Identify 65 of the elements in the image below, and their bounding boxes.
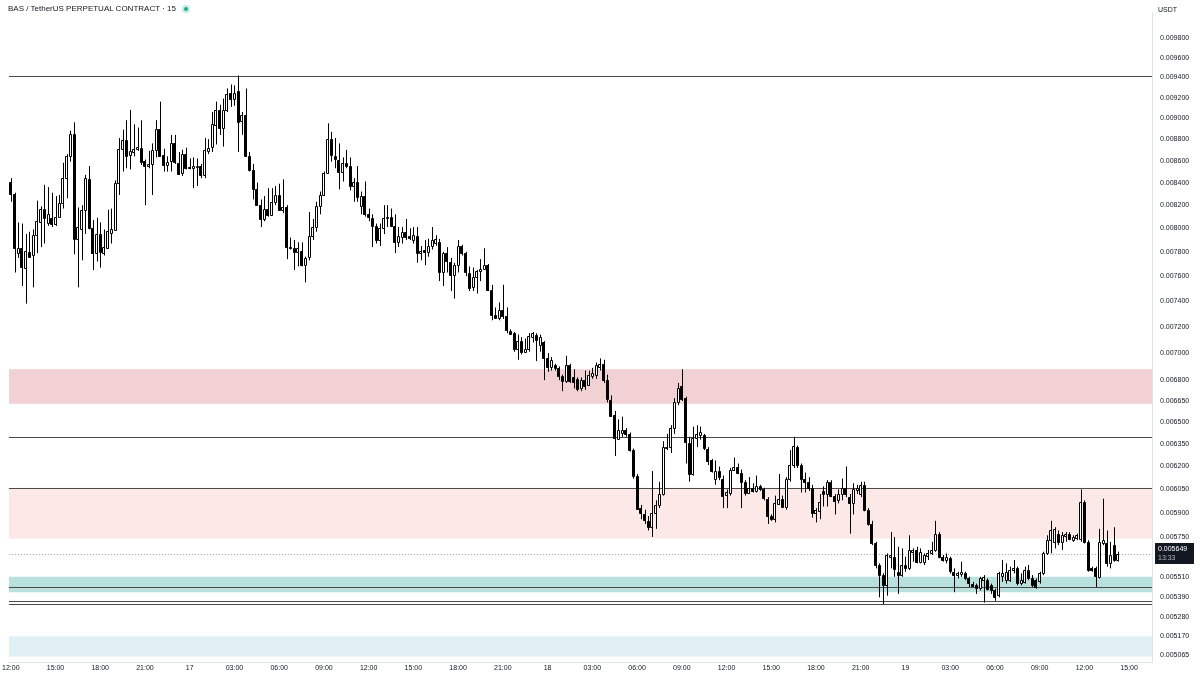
candlestick (263, 195, 266, 222)
candlestick (844, 466, 847, 498)
candlestick (95, 217, 98, 263)
candlestick (438, 238, 441, 282)
candlestick (818, 493, 821, 520)
candlestick (125, 119, 128, 169)
candlestick (431, 226, 434, 251)
candlestick (337, 142, 340, 190)
candlestick (1005, 562, 1008, 585)
candlestick (841, 478, 844, 501)
candlestick (300, 241, 303, 267)
candlestick (237, 75, 240, 153)
candlestick (826, 479, 829, 508)
candlestick (740, 469, 743, 509)
candlestick (170, 134, 173, 173)
candlestick (897, 546, 900, 595)
candlestick (266, 187, 269, 218)
candlestick (129, 109, 132, 170)
candlestick (349, 156, 352, 191)
candlestick (181, 149, 184, 177)
candlestick (308, 211, 311, 261)
candlestick (140, 119, 143, 166)
candlestick (47, 186, 50, 227)
candlestick (43, 184, 46, 245)
candlestick (356, 165, 359, 203)
candlestick (293, 239, 296, 271)
candlestick (296, 241, 299, 267)
candlestick (621, 416, 624, 438)
candlestick (99, 221, 102, 269)
candlestick (334, 137, 337, 169)
candlestick (20, 223, 23, 287)
candlestick (445, 246, 448, 274)
candlestick (270, 187, 273, 216)
candlestick (516, 334, 519, 361)
candlestick (229, 83, 232, 108)
candlestick (397, 226, 400, 248)
candlestick (893, 536, 896, 578)
chart-title: BAS / TetherUS PERPETUAL CONTRACT · 15 (8, 4, 176, 14)
candlestick (54, 195, 57, 227)
candlestick (222, 98, 225, 148)
candlestick (363, 181, 366, 218)
candlestick (196, 157, 199, 187)
candlestick (73, 121, 76, 255)
candlestick (572, 368, 575, 389)
candlestick (472, 267, 475, 292)
candlestick (565, 355, 568, 384)
candlestick (938, 531, 941, 559)
candlestick (568, 363, 571, 384)
candlestick (341, 156, 344, 183)
candlestick (1049, 520, 1052, 554)
candlestick (848, 493, 851, 535)
candlestick (184, 147, 187, 170)
candlestick (404, 218, 407, 241)
candlestick (371, 213, 374, 248)
candlestick (1113, 526, 1116, 563)
candlestick (908, 534, 911, 571)
candlestick (457, 239, 460, 274)
candlestick (997, 571, 1000, 598)
candlestick (278, 183, 281, 212)
candlestick (1109, 541, 1112, 569)
candlestick (475, 269, 478, 295)
candlestick (416, 226, 419, 264)
candlestick (513, 331, 516, 353)
candlestick (393, 213, 396, 254)
candlestick (211, 111, 214, 153)
